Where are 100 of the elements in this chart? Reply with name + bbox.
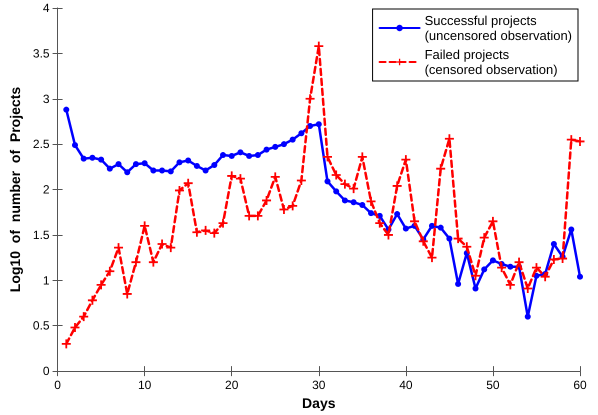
point [375,218,384,228]
point [176,159,182,166]
point [210,228,219,238]
point [368,210,374,216]
x-tick-label: 50 [486,378,500,392]
point [332,170,341,180]
point [481,266,488,272]
y-tick-label: 0 [42,364,50,378]
point [514,258,524,267]
point [79,312,88,322]
y-tick-label: 3 [42,92,50,106]
point [88,296,97,305]
point [254,152,261,158]
point [227,171,236,180]
point [62,339,71,348]
y-tick-label: 2 [42,182,50,197]
point [228,152,235,159]
point [497,263,506,272]
point [132,161,139,168]
point [279,205,288,214]
y-tick-label: 0.5 [32,318,50,333]
point [280,141,287,148]
x-tick-label: 10 [138,378,152,392]
point [454,234,463,244]
point [124,169,130,176]
point [394,211,400,218]
point [507,264,514,270]
x-tick-label: 0 [54,378,62,392]
point [333,188,340,194]
point [323,152,332,162]
point [72,142,78,148]
point [349,184,358,194]
point [401,155,410,164]
point [211,162,218,168]
point [202,167,209,174]
point [96,280,106,290]
point [246,152,252,159]
point [194,162,200,169]
point [577,274,583,280]
point [168,168,174,174]
y-tick-label: 1.5 [32,228,50,242]
point [549,254,558,264]
point [236,174,245,184]
point [558,254,568,264]
point [392,181,402,190]
point [237,149,244,156]
point [342,197,348,204]
point [316,121,322,128]
y-tick-label: 2.5 [32,137,50,152]
point [218,218,228,228]
point [523,284,532,293]
point [410,216,420,226]
point [358,152,367,162]
point [488,216,498,226]
point [427,253,436,262]
point [106,166,113,172]
point [306,94,315,104]
point [438,224,444,231]
point [98,156,104,163]
point [350,199,357,206]
point [192,228,202,237]
point [116,161,122,168]
point [89,154,96,161]
x-tick-label: 20 [225,378,239,392]
x-axis-title: Days [302,395,336,411]
point [159,167,166,174]
y-axis-title: Log10 of number of Projects [7,86,23,292]
point [148,258,158,267]
point [131,258,140,267]
point [568,226,574,232]
point [262,196,272,205]
x-tick-label: 60 [573,378,587,392]
point [446,236,452,242]
point [185,158,192,164]
point [566,135,576,144]
point [272,144,278,150]
point [366,196,376,206]
y-tick-label: 3.5 [32,46,50,60]
point [80,156,87,162]
point [324,178,330,184]
point [201,226,210,235]
point [142,160,148,166]
legend-label: Successful projects (uncensored observation) [424,13,572,43]
point [288,201,298,210]
point [63,106,70,113]
point [298,130,304,136]
point [174,186,184,195]
point [166,243,176,252]
y-tick-label: 1 [42,273,50,288]
point [220,152,226,158]
y-tick-label: 4 [42,1,50,15]
x-tick-label: 40 [399,378,413,392]
point [428,222,435,229]
point [524,314,531,320]
point [340,180,350,189]
point [70,323,80,332]
point [490,257,496,264]
point [402,226,409,232]
point [384,230,393,240]
point [296,176,306,185]
